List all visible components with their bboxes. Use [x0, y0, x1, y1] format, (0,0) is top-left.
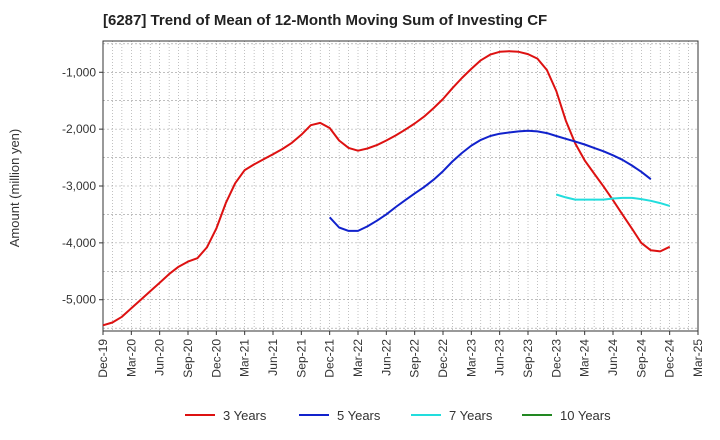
x-tick-label: Mar-25: [691, 339, 705, 377]
x-tick-label: Jun-23: [493, 339, 507, 376]
x-tick-label: Sep-22: [408, 339, 422, 378]
y-tick-label: -3,000: [62, 179, 96, 193]
x-tick-label: Dec-20: [209, 339, 223, 378]
series-line-7-years: [556, 193, 670, 207]
legend: 3 Years 5 Years 7 Years 10 Years: [185, 408, 611, 423]
chart-title: [6287] Trend of Mean of 12-Month Moving …: [103, 12, 548, 29]
y-tick-label: -1,000: [62, 65, 96, 79]
x-tick-label: Sep-24: [634, 339, 648, 378]
x-tick-label: Sep-20: [181, 339, 195, 378]
x-tick-label: Dec-24: [663, 339, 677, 378]
x-tick-label: Sep-21: [294, 339, 308, 378]
x-tick-label: Jun-24: [606, 339, 620, 376]
series-lines: [102, 50, 671, 327]
x-tick-label: Mar-21: [238, 339, 252, 377]
y-tick-labels: -1,000 -2,000 -3,000 -4,000 -5,000: [62, 65, 103, 307]
legend-label-10-years: 10 Years: [560, 408, 611, 423]
x-tick-label: Dec-19: [96, 339, 110, 378]
x-tick-label: Jun-20: [153, 339, 167, 376]
x-tick-label: Mar-20: [124, 339, 138, 377]
y-axis-label: Amount (million yen): [7, 129, 22, 248]
x-tick-label: Mar-23: [464, 339, 478, 377]
series-line-5-years: [328, 129, 652, 232]
y-tick-label: -5,000: [62, 293, 96, 307]
legend-label-3-years: 3 Years: [223, 408, 267, 423]
x-tick-label: Sep-23: [521, 339, 535, 378]
y-tick-label: -4,000: [62, 236, 96, 250]
x-tick-label: Mar-22: [351, 339, 365, 377]
legend-label-7-years: 7 Years: [449, 408, 493, 423]
x-tick-labels: Dec-19 Mar-20 Jun-20 Sep-20 Dec-20 Mar-21 Jun-…: [96, 331, 705, 378]
y-tick-label: -2,000: [62, 122, 96, 136]
grid-lines: [103, 41, 698, 331]
x-tick-label: Jun-22: [379, 339, 393, 376]
legend-label-5-years: 5 Years: [337, 408, 381, 423]
x-tick-label: Dec-22: [436, 339, 450, 378]
x-tick-label: Dec-21: [323, 339, 337, 378]
series-line-3-years: [102, 50, 671, 327]
x-tick-label: Dec-23: [549, 339, 563, 378]
x-tick-label: Jun-21: [266, 339, 280, 376]
x-tick-label: Mar-24: [578, 339, 592, 377]
